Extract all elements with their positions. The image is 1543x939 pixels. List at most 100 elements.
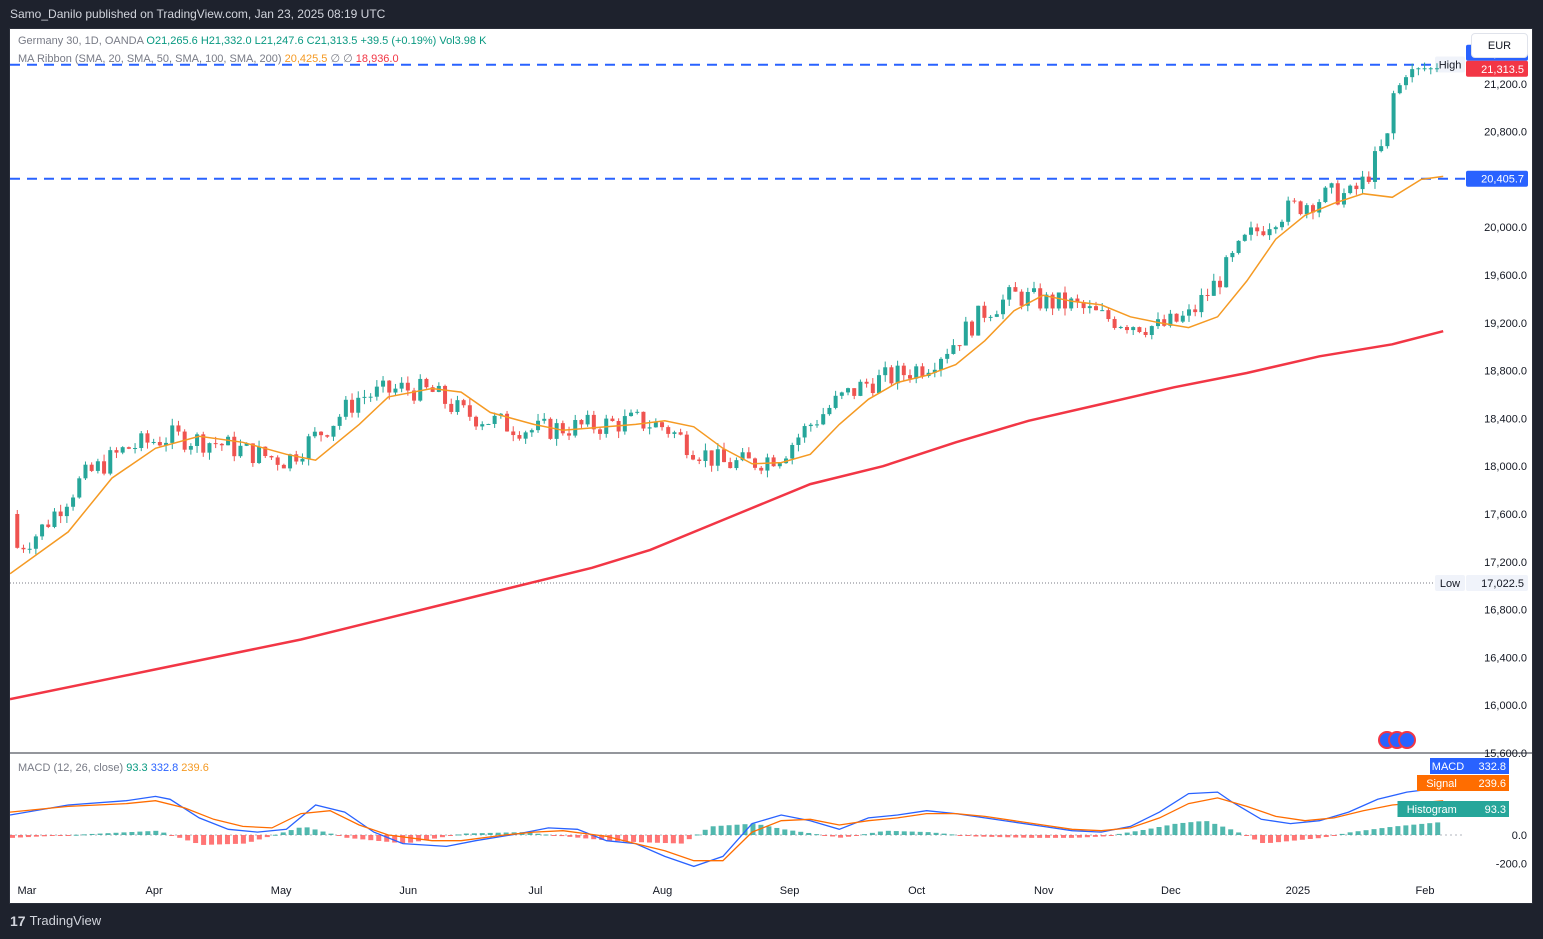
macd-histogram-bar — [1172, 823, 1178, 835]
macd-signal-value: 239.6 — [181, 762, 209, 774]
macd-tag-label-bg — [1417, 775, 1466, 791]
macd-histogram-bar — [1307, 835, 1313, 840]
candle-body — [771, 457, 776, 467]
candle-body — [102, 461, 107, 474]
candle-body — [579, 420, 584, 425]
ma-value-1: 20,425.5 — [284, 53, 328, 65]
macd-histogram-bar — [1347, 832, 1353, 835]
candle-body — [1329, 183, 1334, 188]
macd-histogram-bar — [137, 831, 143, 835]
candle-body — [213, 443, 218, 445]
time-axis-label: Dec — [1161, 885, 1181, 897]
candle-body — [412, 390, 417, 401]
candle-body — [71, 497, 76, 507]
price-chart[interactable]: 15,600.0 16,000.0 16,400.0 16,800.0 17,200.0… — [10, 29, 1533, 904]
candle-body — [374, 386, 379, 397]
candle-body — [1174, 313, 1179, 322]
candle-body — [1075, 298, 1080, 303]
candle-body — [573, 420, 578, 436]
time-axis-label: 2025 — [1286, 885, 1310, 897]
candle-body — [691, 455, 696, 460]
candle-body — [430, 387, 435, 392]
macd-histogram-bar — [973, 835, 979, 837]
macd-histogram-bar — [153, 830, 159, 835]
ma-legend[interactable]: MA Ribbon (SMA, 20, SMA, 50, SMA, 100, S… — [18, 52, 399, 65]
macd-histogram-bar — [861, 834, 867, 836]
candle-body — [418, 378, 423, 401]
high-label: High — [1439, 59, 1462, 71]
candle-body — [337, 416, 342, 426]
candle-body — [195, 434, 200, 446]
macd-histogram-bar — [1419, 823, 1425, 835]
macd-histogram-bar — [686, 835, 692, 840]
macd-histogram-bar — [352, 835, 358, 839]
candle-body — [647, 427, 652, 429]
macd-histogram-bar — [599, 835, 605, 840]
candle-body — [808, 424, 813, 427]
macd-histogram-bar — [487, 832, 493, 835]
macd-histogram-bar — [766, 826, 772, 835]
candle-body — [629, 412, 634, 417]
macd-histogram-bar — [710, 826, 716, 835]
macd-histogram-bar — [17, 835, 23, 838]
low-label-bg — [1435, 575, 1465, 592]
candle-body — [157, 441, 162, 446]
price-axis-tick: 18,000.0 — [1484, 461, 1527, 473]
candle-body — [1224, 257, 1229, 288]
macd-line — [10, 786, 1444, 868]
macd-histogram-bar — [694, 834, 700, 836]
candle-body — [1267, 229, 1272, 236]
macd-histogram-bar — [1363, 830, 1369, 835]
macd-histogram-bar — [575, 835, 581, 838]
candle-body — [610, 418, 615, 422]
candle-body — [1069, 298, 1074, 309]
macd-histogram-bar — [877, 831, 883, 835]
macd-histogram-bar — [814, 834, 820, 836]
brand-name: TradingView — [29, 913, 102, 928]
candle-body — [1261, 231, 1266, 236]
macd-histogram-bar — [830, 835, 836, 837]
footer-brand[interactable]: 17 TradingView — [10, 910, 101, 932]
macd-histogram-bar — [121, 832, 127, 835]
candle-body — [1081, 302, 1086, 309]
macd-histogram-bar — [639, 835, 645, 843]
macd-histogram-bar — [718, 825, 724, 835]
chart-frame[interactable]: 15,600.0 16,000.0 16,400.0 16,800.0 17,200.0… — [9, 28, 1533, 904]
macd-histogram-bar — [320, 831, 326, 835]
macd-tag-value-bg — [1466, 758, 1509, 774]
macd-legend[interactable]: MACD (12, 26, close) 93.3 332.8 239.6 — [18, 762, 209, 774]
candle-body — [653, 422, 658, 428]
macd-histogram-bar — [1339, 833, 1345, 835]
macd-tag-value: 239.6 — [1478, 778, 1506, 790]
candle-body — [1317, 202, 1322, 213]
candle-body — [1335, 183, 1340, 205]
macd-histogram-bar — [782, 829, 788, 835]
candle-body — [1230, 252, 1235, 258]
price-tag-label: 21,313.5 — [1481, 64, 1524, 76]
candle-body — [759, 467, 764, 471]
macd-histogram-bar — [726, 825, 732, 835]
macd-histogram-bar — [1268, 835, 1274, 843]
candle-body — [449, 403, 454, 412]
time-axis-label: Sep — [780, 885, 800, 897]
macd-histogram-bar — [384, 835, 390, 842]
candle-body — [1292, 200, 1297, 202]
time-axis-label: Mar — [18, 885, 37, 897]
time-axis-label: Nov — [1034, 885, 1054, 897]
macd-histogram-bar — [1411, 824, 1417, 835]
candle-body — [815, 424, 820, 426]
symbol-legend[interactable]: Germany 30, 1D, OANDA O21,265.6 H21,332.… — [18, 35, 486, 47]
candle-body — [1100, 310, 1105, 312]
macd-histogram-bar — [439, 835, 445, 838]
candle-body — [1137, 327, 1142, 333]
candle-body — [1403, 77, 1408, 86]
candle-body — [635, 411, 640, 413]
macd-histogram-bar — [336, 835, 342, 836]
macd-histogram-bar — [535, 833, 541, 835]
macd-histogram-bar — [169, 835, 175, 836]
candle-body — [1372, 151, 1377, 182]
candle-body — [40, 524, 45, 537]
macd-histogram-bar — [925, 832, 931, 835]
candle-body — [64, 506, 69, 517]
currency-button[interactable]: EUR — [1471, 33, 1528, 58]
